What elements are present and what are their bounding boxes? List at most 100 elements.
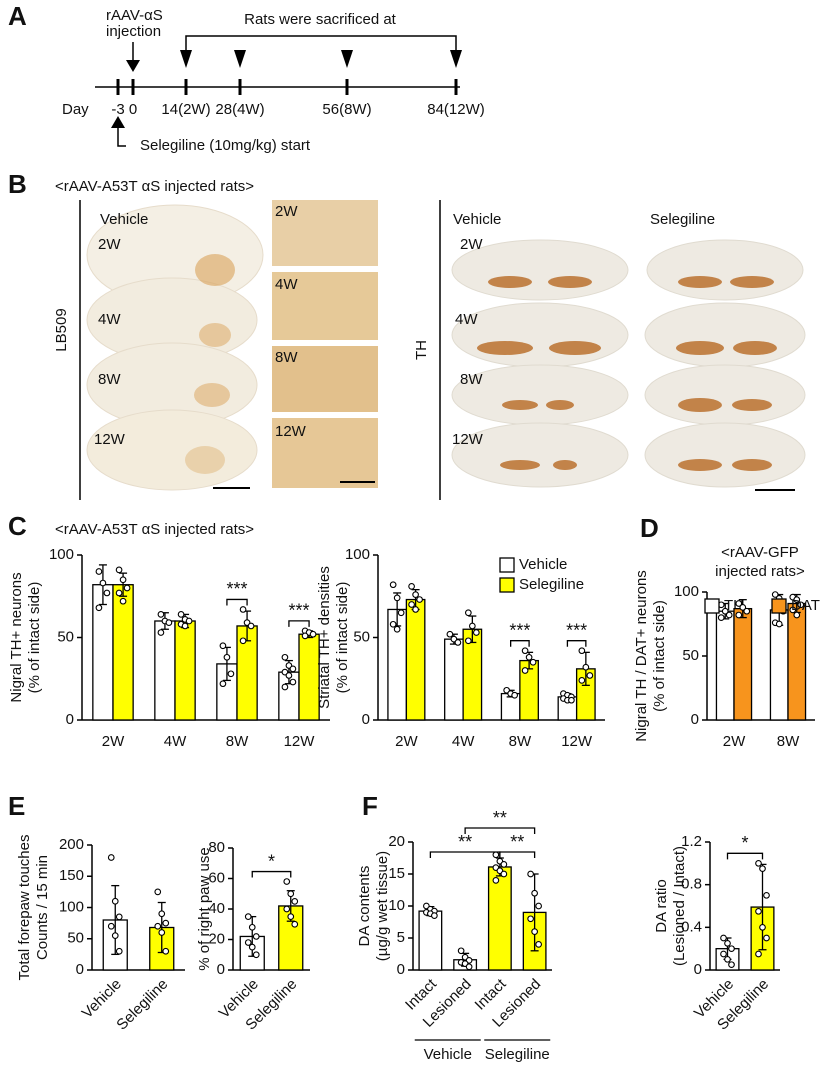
bar bbox=[154, 620, 176, 721]
significance-bracket bbox=[288, 620, 310, 627]
significance-label: ** bbox=[510, 832, 524, 852]
data-point bbox=[739, 604, 747, 611]
data-point bbox=[301, 632, 309, 640]
y-tick-label: 10 bbox=[388, 897, 405, 914]
data-point bbox=[309, 630, 317, 638]
panel-letter: E bbox=[8, 791, 25, 821]
data-point bbox=[252, 951, 260, 959]
bar bbox=[733, 607, 753, 721]
y-axis-label: (Lesioned / Intact) bbox=[671, 846, 688, 966]
data-point bbox=[281, 683, 289, 691]
data-point bbox=[162, 947, 170, 955]
y-tick-label: 0 bbox=[397, 961, 405, 978]
data-point bbox=[95, 604, 103, 612]
bar bbox=[405, 598, 426, 721]
data-point bbox=[724, 939, 731, 947]
panel-letter: F bbox=[362, 791, 378, 821]
data-point bbox=[162, 919, 170, 927]
week-label: 8W bbox=[98, 371, 121, 388]
x-tick-label: 2W bbox=[102, 733, 125, 750]
y-tick-label: 40 bbox=[208, 900, 225, 917]
day-label: 14(2W) bbox=[161, 101, 210, 118]
y-axis-label: Striatal TH+ densities bbox=[316, 566, 333, 709]
panel-letter: A bbox=[8, 1, 27, 31]
significance-label: *** bbox=[288, 601, 309, 621]
x-tick-label: 12W bbox=[284, 733, 316, 750]
y-tick-label: 0 bbox=[66, 711, 74, 728]
bar bbox=[487, 866, 512, 971]
data-point bbox=[248, 943, 256, 951]
data-point bbox=[111, 932, 119, 939]
week-label: 8W bbox=[275, 349, 298, 366]
data-point bbox=[755, 859, 762, 867]
data-point bbox=[181, 622, 189, 630]
data-point bbox=[735, 600, 743, 607]
data-point bbox=[457, 947, 465, 955]
data-point bbox=[529, 658, 537, 666]
selegiline-start: Selegiline (10mg/kg) start bbox=[140, 137, 311, 154]
data-point bbox=[446, 630, 454, 638]
x-tick-label: 8W bbox=[509, 733, 532, 750]
data-point bbox=[119, 597, 127, 605]
data-point bbox=[157, 611, 165, 618]
x-tick-label: Vehicle bbox=[79, 976, 125, 1022]
significance-label: *** bbox=[509, 620, 530, 640]
legend-label: DAT bbox=[791, 597, 820, 614]
x-tick-label: 8W bbox=[226, 733, 249, 750]
brain-sections bbox=[86, 200, 806, 491]
data-point bbox=[393, 594, 401, 602]
data-point bbox=[416, 596, 423, 603]
data-point bbox=[289, 678, 297, 686]
data-point bbox=[289, 665, 297, 673]
week-label: 12W bbox=[452, 431, 484, 448]
data-point bbox=[525, 653, 533, 661]
data-point bbox=[789, 606, 797, 614]
data-point bbox=[500, 870, 508, 878]
data-point bbox=[500, 861, 508, 868]
data-point bbox=[154, 922, 162, 930]
data-point bbox=[720, 934, 727, 942]
day-label: 56(8W) bbox=[322, 101, 371, 118]
bar bbox=[444, 638, 464, 721]
data-point bbox=[464, 637, 472, 645]
week-label: 12W bbox=[94, 431, 126, 448]
data-point bbox=[107, 854, 115, 861]
data-point bbox=[527, 915, 534, 923]
day-label: Day bbox=[62, 101, 89, 118]
bar bbox=[500, 692, 521, 721]
data-point bbox=[157, 629, 165, 636]
data-point bbox=[248, 923, 256, 931]
bar bbox=[174, 620, 196, 721]
panel-letter: B bbox=[8, 169, 27, 199]
week-label: 4W bbox=[455, 311, 478, 328]
data-point bbox=[107, 922, 115, 930]
sacrifice-arrowhead bbox=[234, 50, 246, 68]
data-point bbox=[287, 890, 295, 898]
data-point bbox=[743, 607, 751, 615]
legend-swatch bbox=[499, 557, 515, 573]
y-axis-label: Nigral TH / DAT+ neurons bbox=[633, 570, 650, 742]
panel-subtitle: <rAAV-A53T αS injected rats> bbox=[55, 521, 254, 538]
y-axis-label: Total forepaw touches bbox=[16, 835, 33, 981]
y-tick-label: 0 bbox=[362, 711, 370, 728]
y-axis-label: DA contents bbox=[356, 866, 373, 947]
data-point bbox=[755, 950, 762, 958]
day-label: 84(12W) bbox=[427, 101, 485, 118]
legend-swatch bbox=[771, 598, 787, 614]
data-point bbox=[158, 929, 166, 936]
week-label: 12W bbox=[275, 423, 307, 440]
data-point bbox=[535, 941, 542, 948]
y-tick-label: 100 bbox=[674, 583, 699, 600]
data-point bbox=[389, 581, 397, 589]
y-tick-label: 20 bbox=[208, 930, 225, 947]
data-point bbox=[287, 913, 295, 920]
significance-label: *** bbox=[226, 579, 247, 599]
data-point bbox=[239, 637, 247, 645]
y-axis-label: Nigral TH+ neurons bbox=[8, 572, 25, 702]
data-point bbox=[115, 589, 123, 597]
data-point bbox=[793, 611, 801, 619]
y-tick-label: 60 bbox=[208, 869, 225, 886]
day-label: 28(4W) bbox=[215, 101, 264, 118]
x-tick-label: 2W bbox=[395, 733, 418, 750]
